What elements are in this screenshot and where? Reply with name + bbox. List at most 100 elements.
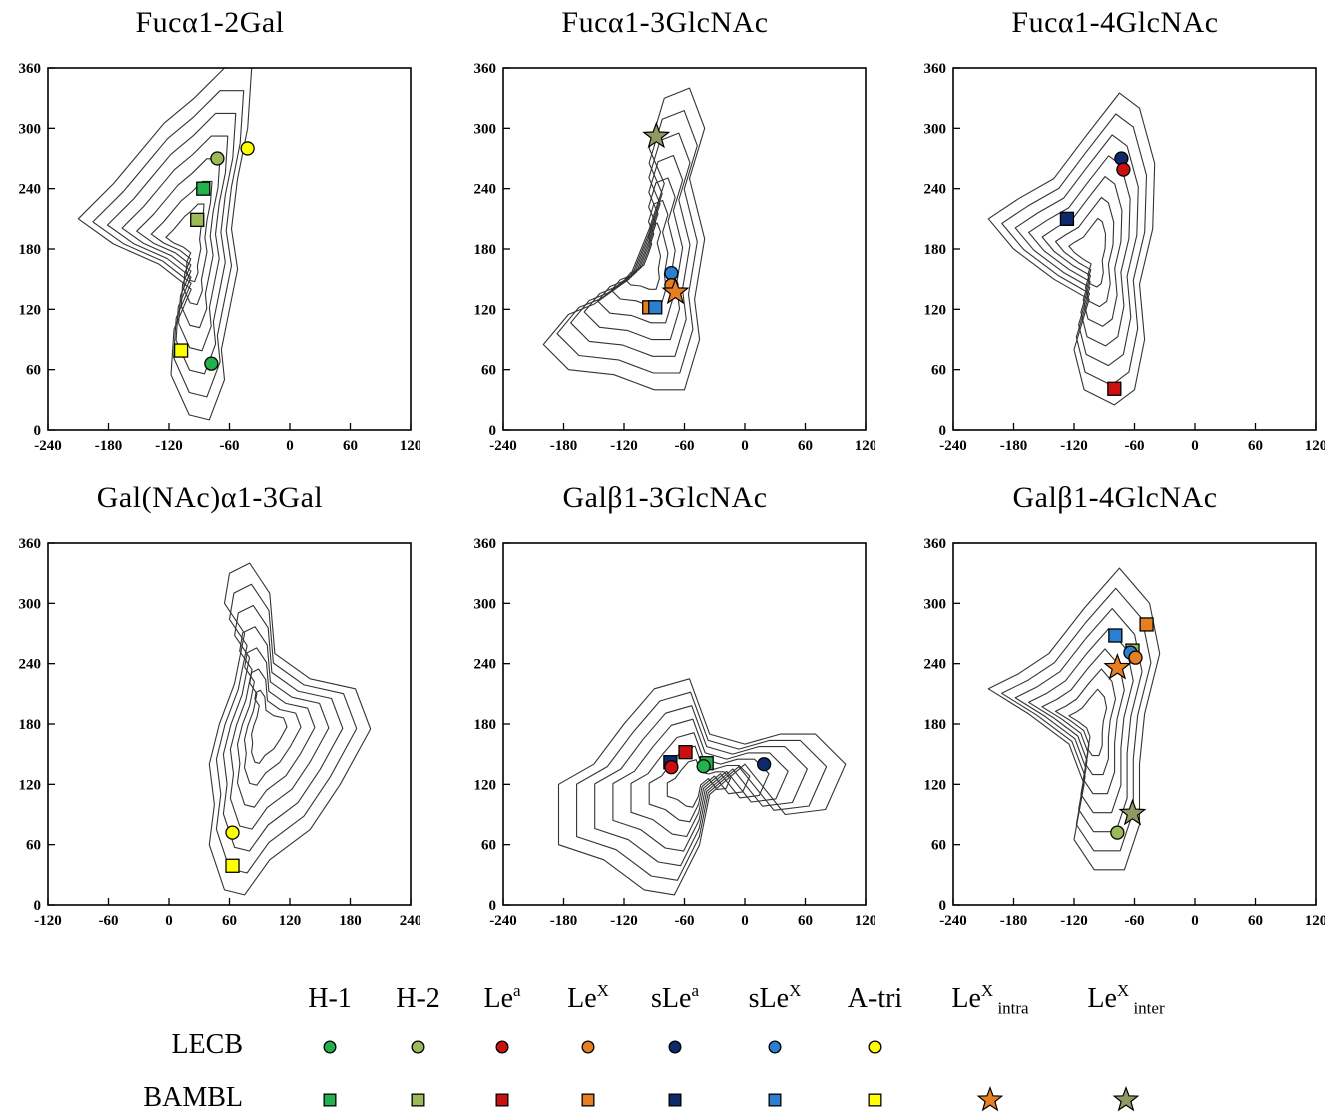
x-tick-label: -240 xyxy=(939,438,967,454)
x-tick-label: 0 xyxy=(1191,438,1199,454)
legend-marker-square xyxy=(495,1093,509,1107)
legend-column-header: sLea xyxy=(651,981,699,1015)
y-tick-label: 360 xyxy=(474,61,497,77)
x-tick-label: 60 xyxy=(343,438,358,454)
plot-frame xyxy=(952,67,1317,431)
panel-title: Fucα1-2Gal xyxy=(135,6,285,39)
x-tick-label: -60 xyxy=(1125,913,1145,929)
x-tick-label: -60 xyxy=(675,438,695,454)
x-tick-label: 120 xyxy=(855,913,875,929)
x-tick-label: -60 xyxy=(675,913,695,929)
x-tick-label: 120 xyxy=(279,913,302,929)
plot-frame xyxy=(502,67,867,431)
plot-area: -240 -180 -120 -60 0 60 120 0 60 120 180 240 300 360 xyxy=(474,536,876,929)
contour-lines xyxy=(987,92,1156,406)
y-tick-label: 60 xyxy=(26,838,41,854)
contour-line xyxy=(1041,176,1123,327)
y-tick-label: 180 xyxy=(474,717,497,733)
x-tick-label: -180 xyxy=(1000,438,1028,454)
panel-title: Fucα1-3GlcNAc xyxy=(561,6,769,39)
contour-line xyxy=(594,705,808,867)
data-point-square xyxy=(190,212,205,227)
x-tick-label: -180 xyxy=(95,438,123,454)
plot-frame xyxy=(952,542,1317,906)
legend-symbols xyxy=(323,1093,882,1107)
contour-line xyxy=(1068,217,1107,288)
data-point-circle xyxy=(1128,650,1143,665)
contour-line xyxy=(136,158,221,329)
x-tick-label: 0 xyxy=(1191,913,1199,929)
contour-line xyxy=(583,154,684,341)
y-tick-label: 240 xyxy=(474,657,497,673)
y-tick-label: 120 xyxy=(924,777,947,793)
panel-title: Galβ1-3GlcNAc xyxy=(562,481,768,514)
legend-header-base: sLe xyxy=(748,983,790,1014)
contour-line xyxy=(612,718,789,852)
contour-line xyxy=(1001,587,1152,852)
legend-header-base: sLe xyxy=(651,983,692,1014)
data-point-square xyxy=(648,300,663,315)
contour-line xyxy=(215,583,358,874)
x-tick-label: 180 xyxy=(339,913,362,929)
y-tick-label: 60 xyxy=(26,363,41,379)
y-tick-label: 360 xyxy=(19,61,42,77)
x-tick-label: -120 xyxy=(1060,913,1088,929)
legend-column-header: LeX intra xyxy=(951,981,1028,1019)
contour-line xyxy=(1028,628,1134,814)
y-tick-label: 120 xyxy=(19,302,42,318)
y-tick-label: 180 xyxy=(19,717,42,733)
x-tick-label: 0 xyxy=(165,913,173,929)
legend-header-sup: a xyxy=(512,981,521,1000)
data-point-circle xyxy=(1110,825,1125,840)
y-tick-label: 0 xyxy=(489,898,497,914)
contour-line xyxy=(576,691,828,881)
data-point-square xyxy=(1059,211,1075,226)
y-tick-label: 60 xyxy=(931,838,946,854)
x-tick-label: 60 xyxy=(1248,438,1263,454)
legend-header-sup: X xyxy=(789,981,802,1000)
x-tick-label: -120 xyxy=(610,913,638,929)
legend-marker-star xyxy=(1112,1085,1140,1112)
legend-header-base: A-tri xyxy=(847,983,903,1014)
x-tick-label: -60 xyxy=(220,438,240,454)
y-tick-label: 180 xyxy=(924,717,947,733)
y-tick-label: 240 xyxy=(924,657,947,673)
x-tick-label: -60 xyxy=(1125,438,1145,454)
x-tick-label: 240 xyxy=(400,913,420,929)
contour-line xyxy=(229,626,330,830)
contour-line xyxy=(1028,155,1131,347)
legend-column-header: H-1 xyxy=(308,983,352,1015)
y-tick-label: 300 xyxy=(19,121,42,137)
data-point-circle xyxy=(664,265,679,281)
contour-line xyxy=(150,180,213,306)
legend-marker-square xyxy=(668,1093,682,1107)
x-tick-label: -120 xyxy=(155,438,183,454)
x-tick-label: 120 xyxy=(1305,438,1325,454)
contour-line xyxy=(666,759,732,808)
plot-frame xyxy=(502,542,867,906)
legend-marker-circle xyxy=(411,1040,425,1054)
x-tick-label: 60 xyxy=(798,913,813,929)
legend-row-label: BAMBL xyxy=(143,1082,243,1113)
legend-header-base: Le xyxy=(483,983,513,1014)
legend-column-header: Lea xyxy=(483,981,521,1015)
plot-panel: Fucα1-2Gal -240 -180 -120 -60 0 60 120 0 60 120 180… xyxy=(0,0,421,470)
legend-column-header: H-2 xyxy=(396,983,440,1015)
x-tick-label: -180 xyxy=(1000,913,1028,929)
legend-column-header: A-tri xyxy=(848,983,902,1015)
contour-line xyxy=(1041,648,1125,795)
contour-lines xyxy=(77,68,253,421)
plot-area: -240 -180 -120 -60 0 60 120 0 60 120 180 240 300 360 xyxy=(19,61,421,454)
y-tick-label: 0 xyxy=(34,423,42,439)
plot-panel: Galβ1-3GlcNAc -240 -180 -120 -60 0 60 120 0 60 120… xyxy=(455,475,876,945)
contour-line xyxy=(1054,668,1117,776)
x-tick-label: 0 xyxy=(286,438,294,454)
contour-line xyxy=(165,203,205,283)
data-point-square xyxy=(678,745,693,760)
y-tick-label: 300 xyxy=(924,121,947,137)
data-point-circle xyxy=(696,759,711,774)
y-tick-label: 180 xyxy=(924,242,947,258)
contour-lines xyxy=(208,562,372,896)
y-tick-label: 360 xyxy=(19,536,42,552)
data-point-square xyxy=(173,343,189,358)
